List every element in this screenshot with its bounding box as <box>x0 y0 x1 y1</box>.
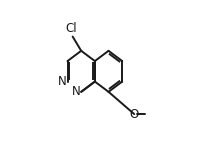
Text: N: N <box>72 85 81 98</box>
Text: O: O <box>130 108 139 121</box>
Text: Cl: Cl <box>66 22 77 35</box>
Text: N: N <box>58 75 67 88</box>
